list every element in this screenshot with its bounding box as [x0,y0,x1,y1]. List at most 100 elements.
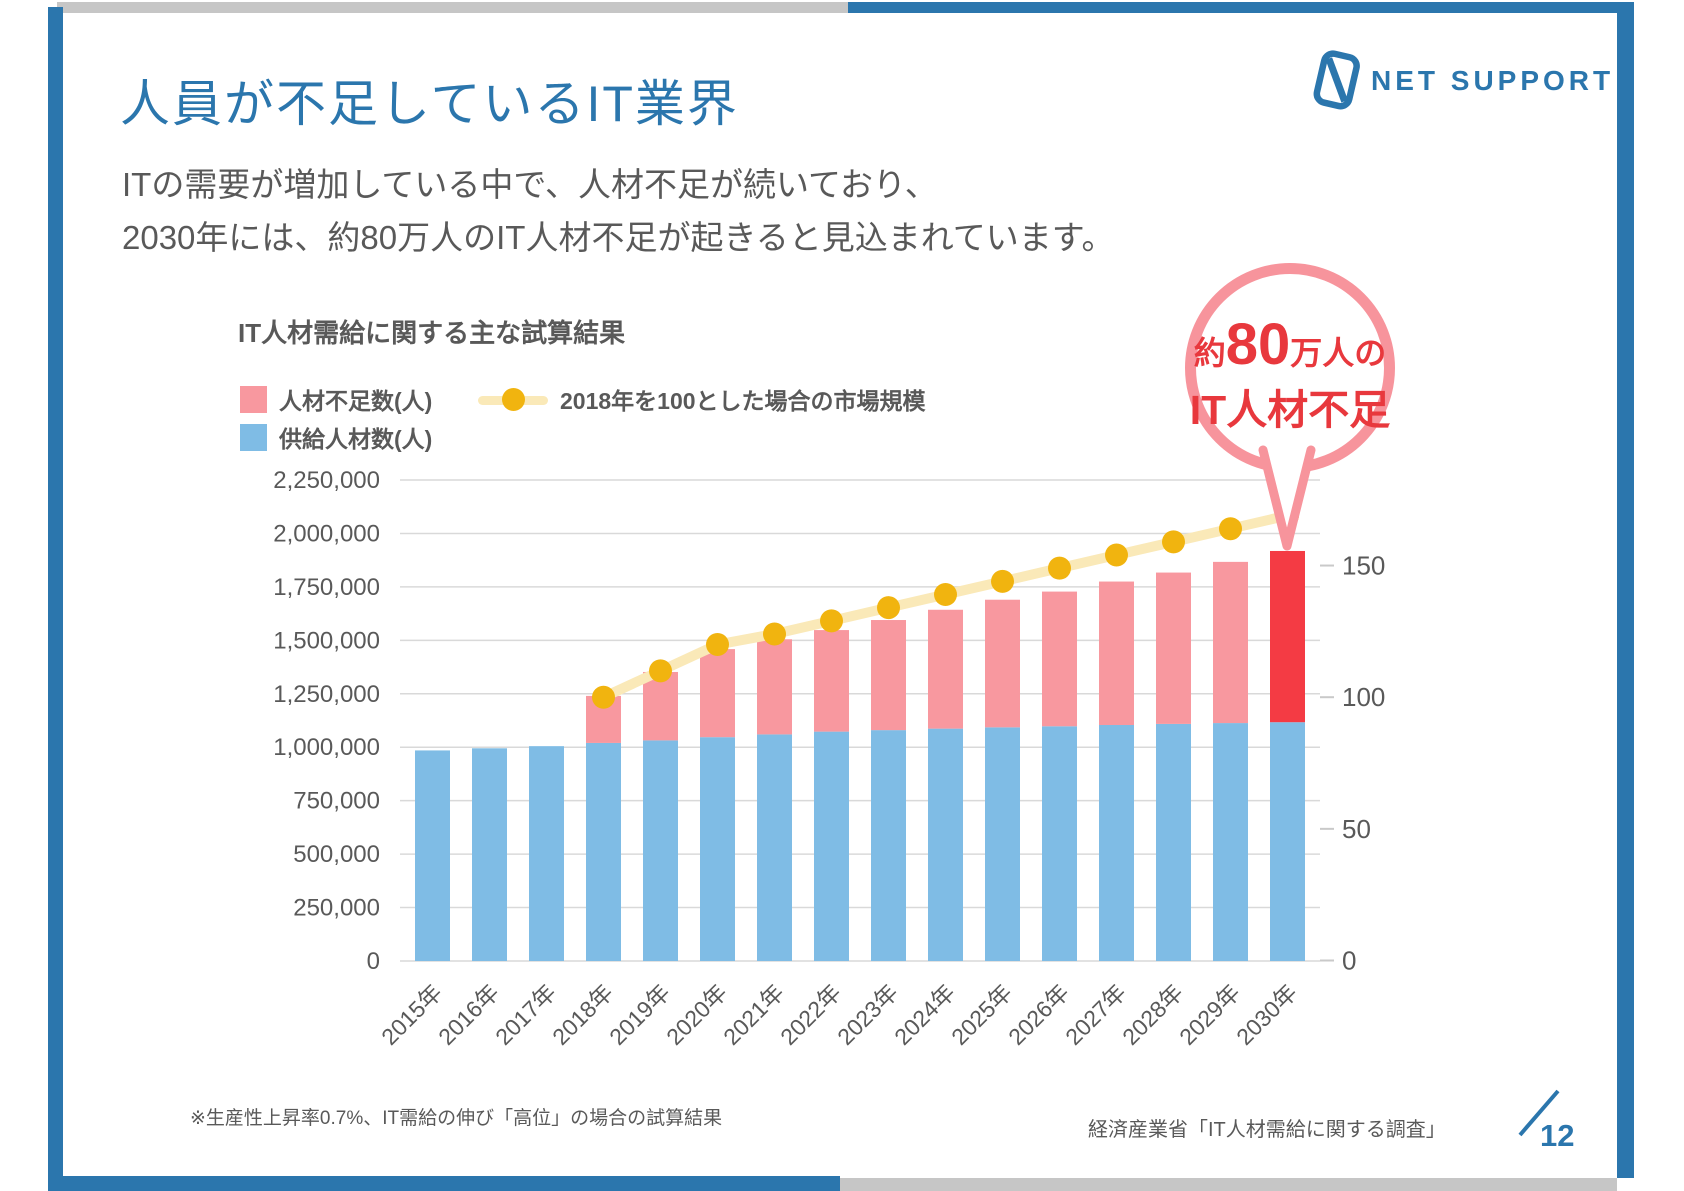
legend-label-market-index: 2018年を100とした場合の市場規模 [560,388,926,414]
company-logo: NET SUPPORT [1313,50,1614,112]
bar-shortage-2018年 [586,695,621,743]
bar-supply-2020年 [700,737,735,961]
supply-swatch [240,423,267,451]
right-axis-label: 0 [1342,946,1356,976]
intro-text: ITの需要が増加している中で、人材不足が続いており、 2030年には、約80万人… [122,158,1115,264]
market-index-dot [877,596,900,620]
x-axis-label-2015年: 2015年 [376,979,447,1050]
callout-line-2: IT人材不足 [1189,387,1391,433]
market-index-line [598,510,1293,703]
bar-supply-2030年 [1270,722,1305,961]
bar-shortage-2022年 [814,630,849,732]
bar-supply-2027年 [1099,724,1134,961]
frame-left-blue [48,7,63,1191]
x-axis-label-2018年: 2018年 [547,979,618,1050]
intro-line-1: ITの需要が増加している中で、人材不足が続いており、 [122,166,938,203]
bar-supply-2019年 [643,740,678,961]
bar-shortage-2019年 [643,671,678,741]
x-axis-label-2016年: 2016年 [433,979,504,1050]
left-axis-label: 750,000 [293,788,380,815]
bar-supply-2029年 [1213,723,1248,961]
bar-supply-2026年 [1042,726,1077,961]
market-index-dot [1162,530,1185,554]
market-index-dot [763,622,786,646]
footnote-assumption: ※生産性上昇率0.7%、IT需給の伸び「高位」の場合の試算結果 [190,1108,723,1129]
bar-shortage-2026年 [1042,591,1077,727]
x-axis-label-2020年: 2020年 [661,979,732,1050]
left-axis-label: 1,750,000 [273,574,380,601]
callout-number: 80 [1225,312,1291,377]
market-index-dot [592,685,615,709]
bar-shortage-2027年 [1099,581,1134,725]
market-index-dot [649,659,672,683]
callout-prefix: 約 [1193,335,1226,371]
left-axis-label: 0 [367,948,380,975]
bar-supply-2018年 [586,742,621,961]
net-support-logo-icon [1313,50,1360,110]
left-axis-label: 1,500,000 [273,627,380,654]
intro-line-2: 2030年には、約80万人のIT人材不足が起きると見込まれています。 [122,219,1115,256]
market-index-dot [1219,517,1242,541]
bar-supply-2023年 [871,730,906,961]
frame-right-blue [1617,2,1634,1178]
market-index-dot [991,569,1014,593]
footnote-source: 経済産業省「IT人材需給に関する調査」 [1088,1119,1446,1141]
x-axis-label-2019年: 2019年 [604,979,675,1050]
callout-bubble: 約80万人の IT人材不足 [1185,263,1395,473]
market-index-dot [820,609,843,633]
page-title: 人員が不足しているIT業界 [120,76,739,132]
market-line-marker [478,386,548,413]
bar-shortage-2023年 [871,620,906,731]
left-axis-label: 2,000,000 [273,520,380,547]
bar-supply-2015年 [415,750,450,961]
bar-supply-2022年 [814,731,849,961]
x-axis-label-2029年: 2029年 [1174,979,1245,1050]
frame-top-gray [57,2,848,13]
frame-top-blue [848,2,1634,13]
market-dot-swatch [502,387,525,411]
bar-supply-2025年 [985,727,1020,961]
page-number-slash [1518,1089,1560,1137]
bar-supply-2024年 [928,728,963,961]
left-axis-label: 250,000 [293,895,380,922]
callout-line-1: 約80万人の [1194,314,1387,384]
x-axis-label-2021年: 2021年 [718,979,789,1050]
right-axis-label: 50 [1342,814,1371,844]
bar-shortage-2028年 [1156,572,1191,724]
bar-supply-2028年 [1156,723,1191,961]
bar-shortage-2021年 [757,639,792,735]
market-index-dot [1276,504,1299,528]
x-axis-label-2028年: 2028年 [1117,979,1188,1050]
shortage-swatch [240,385,267,413]
x-axis-label-2024年: 2024年 [889,979,960,1050]
x-axis-label-2023年: 2023年 [832,979,903,1050]
legend-item-supply: 供給人材数(人) [240,420,432,454]
right-axis-label: 150 [1342,551,1385,581]
market-index-dot [934,583,957,607]
bar-shortage-2024年 [928,609,963,729]
left-axis-label: 1,000,000 [273,734,380,761]
left-axis-label: 2,250,000 [273,467,380,494]
bar-shortage-2029年 [1213,561,1248,724]
x-axis-label-2030年: 2030年 [1231,979,1302,1050]
legend-label-shortage: 人材不足数(人) [279,388,433,414]
bar-supply-2021年 [757,734,792,961]
legend-label-supply: 供給人材数(人) [279,426,433,452]
bar-shortage-2025年 [985,599,1020,728]
left-axis-label: 1,250,000 [273,681,380,708]
x-axis-label-2027年: 2027年 [1060,979,1131,1050]
chart-title: IT人材需給に関する主な試算結果 [238,318,626,348]
market-index-dot [1105,543,1128,567]
logo-text: NET SUPPORT [1371,65,1615,96]
market-index-dot [706,633,729,657]
x-axis-label-2017年: 2017年 [490,979,561,1050]
market-index-dot [1048,556,1071,580]
bar-supply-2017年 [529,746,564,961]
bar-shortage-2020年 [700,649,735,738]
x-axis-label-2022年: 2022年 [775,979,846,1050]
legend-item-market-index: 2018年を100とした場合の市場規模 [478,382,926,416]
bar-shortage-2030年 [1270,550,1305,723]
frame-bottom-blue [48,1176,840,1191]
x-axis-label-2025年: 2025年 [946,979,1017,1050]
